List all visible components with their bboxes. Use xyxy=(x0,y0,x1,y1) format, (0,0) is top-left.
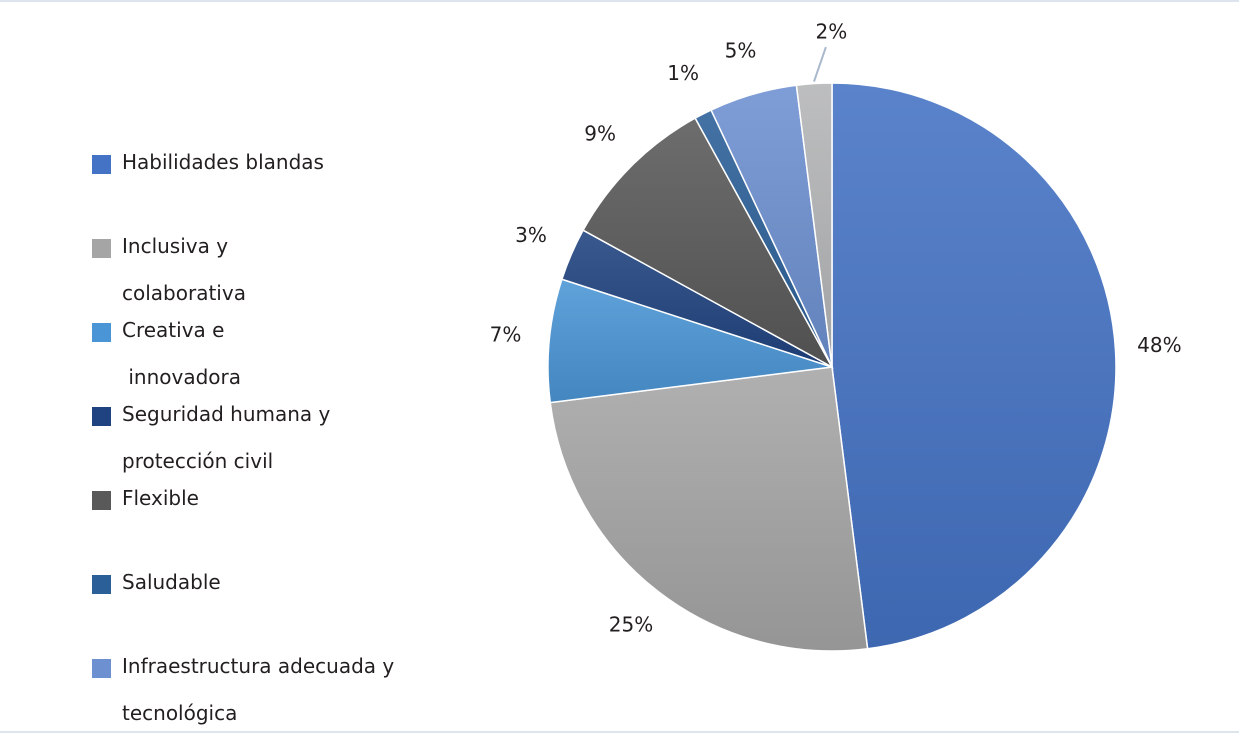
pie-slice xyxy=(795,82,833,368)
pie-slice xyxy=(582,117,834,369)
pie-slices xyxy=(547,82,1117,652)
top-border xyxy=(0,0,1239,2)
pie-data-label: 9% xyxy=(584,122,616,146)
pie-data-label: 1% xyxy=(667,61,699,85)
legend-label: Infraestructura adecuada y xyxy=(122,654,395,678)
legend-swatch xyxy=(92,323,111,342)
bottom-border xyxy=(0,731,1239,733)
pie-data-label: 2% xyxy=(816,20,848,44)
pie-slice xyxy=(831,82,1117,650)
legend-label: Saludable xyxy=(122,570,221,594)
pie-data-labels: 48% 25% 7% 3% 9% 1% 5% 2% xyxy=(490,20,1182,637)
legend-label: Inclusiva y xyxy=(122,234,229,258)
pie-data-label: 25% xyxy=(609,613,653,637)
pie-data-label: 7% xyxy=(490,323,522,347)
leader-line xyxy=(813,46,827,82)
pie-slice xyxy=(549,366,869,652)
legend-swatch xyxy=(92,575,111,594)
legend-label: Creativa e xyxy=(122,318,225,342)
legend-swatch xyxy=(92,659,111,678)
legend-label-continued: colaborativa xyxy=(122,281,246,305)
legend-label: Flexible xyxy=(122,486,199,510)
legend-label-continued: tecnológica xyxy=(122,701,238,725)
legend-label: Habilidades blandas xyxy=(122,150,324,174)
legend-swatch xyxy=(92,155,111,174)
legend-swatch xyxy=(92,491,111,510)
legend-label: Seguridad humana y xyxy=(122,402,331,426)
legend-label-continued: protección civil xyxy=(122,449,274,473)
chart-legend: Habilidades blandas Inclusiva y colabora… xyxy=(0,0,460,740)
pie-data-label: 3% xyxy=(515,223,547,247)
legend-swatch xyxy=(92,407,111,426)
legend-swatch xyxy=(92,239,111,258)
legend-label-continued: innovadora xyxy=(122,365,242,389)
pie-leader-lines xyxy=(813,46,827,82)
pie-data-label: 5% xyxy=(725,39,757,63)
pie-data-label: 48% xyxy=(1137,333,1181,357)
pie-slice xyxy=(547,278,833,404)
